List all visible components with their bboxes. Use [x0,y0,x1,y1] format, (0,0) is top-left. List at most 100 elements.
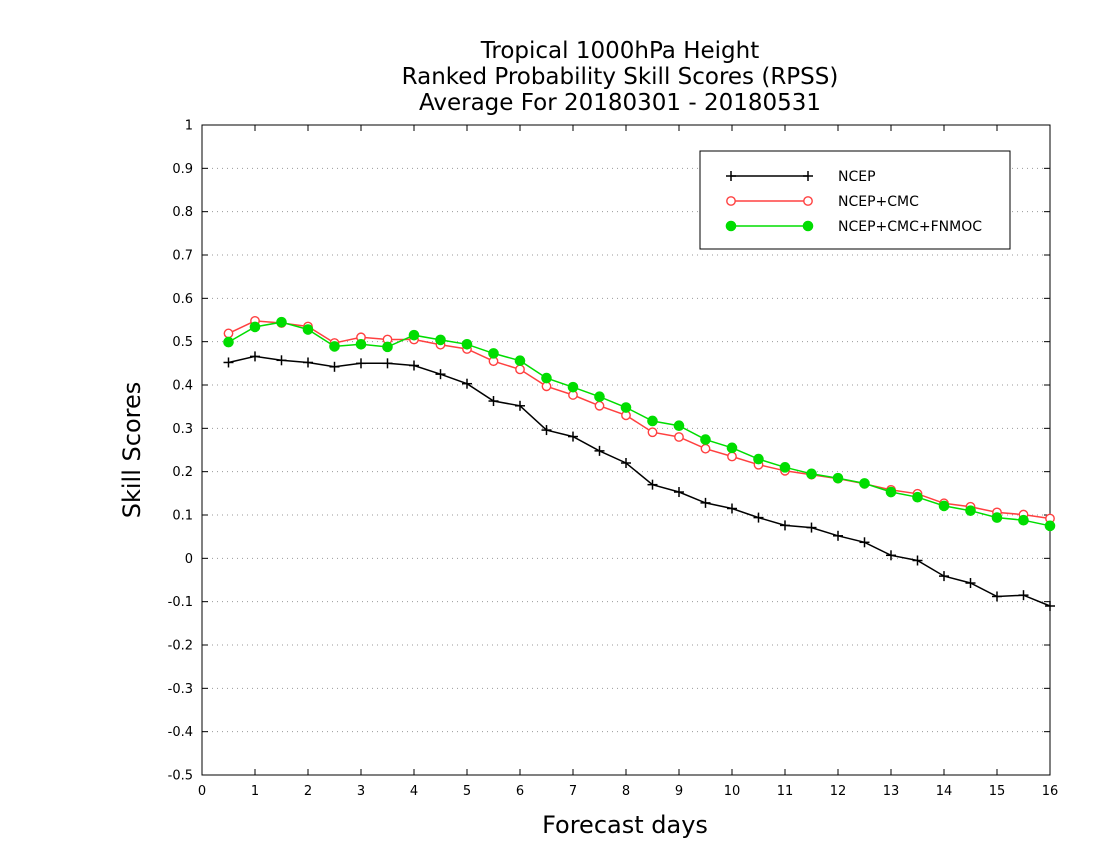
data-point-ncep [753,512,764,523]
x-tick-label: 3 [357,784,365,799]
y-tick-label: -0.3 [168,682,193,697]
grid-lines [202,167,1050,733]
data-point-ncep [727,503,737,514]
data-point-ncep [1018,590,1029,601]
legend-label: NCEP [838,169,876,185]
x-tick-label: 4 [410,784,418,799]
data-point-ncep-cmc [700,443,711,454]
data-point-ncep-cmc-fnmoc [594,391,605,403]
legend-label: NCEP+CMC [838,194,919,210]
data-point-ncep-cmc-fnmoc [408,329,420,341]
data-point-ncep-cmc-fnmoc [329,341,340,352]
series-ncep-cmc-fnmoc [223,316,1056,532]
y-tick-label: 0.5 [172,335,193,350]
data-point-ncep-cmc-fnmoc [488,348,499,359]
x-tick-label: 14 [936,784,953,799]
title-line-3: Average For 20180301 - 20180531 [419,90,821,116]
y-tick-label: 0.1 [172,509,193,524]
x-tick-label: 11 [777,784,794,799]
legend-entries: NCEP NCEP+CMC NCEP+CMC+FNMOC [725,169,982,235]
legend-marker [726,196,736,206]
data-point-ncep-cmc-fnmoc [541,372,552,384]
data-point-ncep [647,479,658,490]
legend: NCEP NCEP+CMC NCEP+CMC+FNMOC [699,150,1011,250]
data-point-ncep [939,571,949,582]
data-point-ncep [515,400,525,411]
x-tick-label: 15 [989,784,1006,799]
y-tick-label: 0.6 [172,292,193,307]
data-point-ncep [462,378,472,389]
data-point-ncep-cmc [223,328,234,339]
data-point-ncep [912,555,923,566]
data-point-ncep [356,358,366,369]
y-tick-label: 0 [185,552,193,567]
legend-marker [725,220,737,232]
x-tick-label: 12 [830,784,847,799]
data-point-ncep [223,357,234,368]
data-point-ncep-cmc-fnmoc [249,321,261,333]
data-point-ncep-cmc-fnmoc [700,434,711,445]
x-tick-label: 8 [622,784,630,799]
x-tick-label: 9 [675,784,683,799]
data-point-ncep-cmc [647,427,658,438]
data-point-ncep [621,458,631,468]
y-tick-label: -0.5 [168,769,193,784]
data-point-ncep-cmc-fnmoc [276,316,287,328]
legend-marker [803,171,813,181]
x-tick-label: 5 [463,784,471,799]
data-point-ncep [409,360,419,371]
x-tick-label: 16 [1042,784,1059,799]
x-axis-title: Forecast days [542,811,708,839]
y-tick-label: 0.3 [172,422,193,437]
data-point-ncep [859,537,870,548]
data-point-ncep [700,497,711,508]
x-tick-label: 10 [724,784,741,799]
data-point-ncep-cmc-fnmoc [302,324,314,335]
data-point-ncep [250,351,260,362]
data-point-ncep [992,591,1002,602]
data-point-ncep-cmc [594,400,605,411]
legend-entry-ncep-cmc-fnmoc: NCEP+CMC+FNMOC [725,219,982,235]
legend-marker [726,171,736,181]
y-tick-label: 1 [185,119,193,134]
series-line-ncep-cmc [228,320,1051,520]
legend-box [699,150,1011,250]
data-point-ncep [1045,601,1055,611]
data-point-ncep-cmc-fnmoc [859,478,870,489]
data-point-ncep-cmc-fnmoc [753,453,764,465]
data-point-ncep [276,355,287,366]
x-tick-label: 1 [251,784,259,799]
data-point-ncep-cmc-fnmoc [355,338,367,350]
data-point-ncep [382,358,393,369]
data-point-ncep-cmc-fnmoc [382,341,393,353]
data-point-ncep-cmc-fnmoc [514,355,526,367]
y-tick-label: -0.1 [168,595,193,610]
title-line-2: Ranked Probability Skill Scores (RPSS) [402,64,839,90]
data-point-ncep [674,487,684,498]
data-point-ncep-cmc-fnmoc [779,462,791,473]
data-point-ncep [886,550,896,561]
data-point-ncep [833,530,843,541]
data-point-ncep [329,361,340,372]
x-tick-label: 7 [569,784,577,799]
legend-label: NCEP+CMC+FNMOC [838,219,982,235]
y-axis-title: Skill Scores [118,382,146,519]
y-tick-label: -0.4 [168,725,193,740]
data-point-ncep [303,357,313,368]
data-point-ncep-cmc [674,432,684,442]
data-point-ncep-cmc-fnmoc [1044,520,1056,532]
x-tick-label: 2 [304,784,312,799]
data-point-ncep [541,425,552,436]
title-line-1: Tropical 1000hPa Height [480,38,760,64]
legend-marker [802,220,814,232]
data-point-ncep-cmc-fnmoc [567,381,579,393]
y-tick-label: 0.7 [172,249,193,264]
data-point-ncep [806,522,817,533]
data-point-ncep-cmc-fnmoc [223,336,234,348]
data-point-ncep [965,578,976,589]
series-ncep [223,351,1055,611]
data-point-ncep-cmc [727,451,737,462]
data-point-ncep-cmc-fnmoc [620,402,632,413]
data-point-ncep-cmc-fnmoc [461,338,473,350]
